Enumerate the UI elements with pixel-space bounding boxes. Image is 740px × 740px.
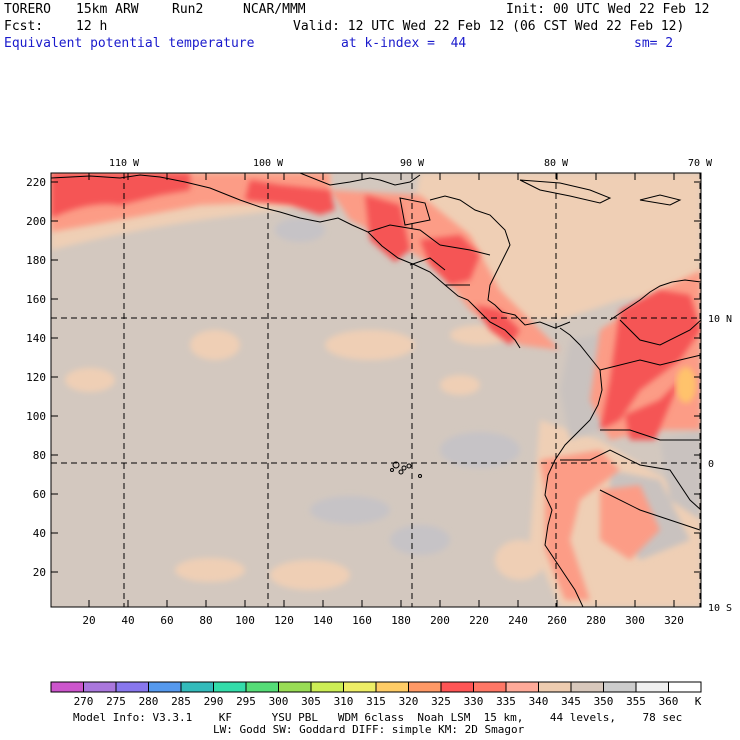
y-tick-label: 40 [33,527,46,540]
lat-label: 0 [708,459,714,470]
x-tick-label: 60 [160,614,173,627]
colorbar-swatch [603,681,637,693]
colorbar-swatch [213,681,247,693]
colorbar-value: 305 [301,695,321,708]
footer-physics-info: LW: Godd SW: Goddard DIFF: simple KM: 2D… [213,723,525,736]
x-tick-label: 320 [664,614,684,627]
axis-ticks [51,173,701,607]
colorbar-swatch [278,681,312,693]
lat-label: 10 S [708,603,732,614]
colorbar-swatch [115,681,149,693]
x-tick-label: 260 [547,614,567,627]
y-tick-label: 180 [26,254,46,267]
colorbar-value: 320 [399,695,419,708]
y-tick-label: 140 [26,332,46,345]
x-tick-label: 100 [235,614,255,627]
header-level: at k-index = 44 [341,36,467,51]
footer-model-info: Model Info: V3.3.1 KF YSU PBL WDM 6class… [73,711,683,724]
y-tick-label: 160 [26,293,46,306]
y-tick-label: 80 [33,449,46,462]
equivalent-potential-temperature-field [51,173,701,607]
graticule [51,173,701,607]
header-run: Run2 [172,2,204,17]
lon-label: 100 W [253,158,284,169]
x-tick-label: 180 [391,614,411,627]
x-tick-label: 120 [274,614,294,627]
colorbar-value: 335 [496,695,516,708]
y-tick-label: 100 [26,410,46,423]
x-tick-label: 200 [430,614,450,627]
header-valid: Valid: 12 UTC Wed 22 Feb 12 (06 CST Wed … [293,19,685,34]
lat-label: 10 N [708,314,732,325]
header-resolution: 15km ARW [76,2,139,17]
colorbar-value: 360 [659,695,679,708]
colorbar-value: 345 [561,695,581,708]
colorbar-labels: 270 275 280 285 290 295 300 305 310 315 320 325 330 3… [74,695,679,708]
header-smooth: sm= 2 [634,36,674,51]
x-tick-label: 80 [199,614,212,627]
lon-label: 90 W [400,158,425,169]
x-tick-label: 220 [469,614,489,627]
colorbar-swatch [635,681,669,693]
colorbar-value: 280 [139,695,159,708]
x-tick-label: 300 [625,614,645,627]
header-field: Equivalent potential temperature [4,36,255,51]
x-tick-label: 280 [586,614,606,627]
colorbar-value: 295 [236,695,256,708]
colorbar-value: 350 [594,695,614,708]
x-tick-label: 140 [313,614,333,627]
x-tick-label: 40 [121,614,134,627]
colorbar-swatch [310,681,344,693]
colorbar-value: 275 [106,695,126,708]
header-fcst-value: 12 h [76,19,108,34]
map-frame [50,172,702,608]
colorbar-swatch [148,681,182,693]
colorbar-value: 340 [529,695,549,708]
y-tick-label: 20 [33,566,46,579]
colorbar-swatch [408,681,442,693]
colorbar-value: 325 [431,695,451,708]
colorbar-swatch [473,681,507,693]
colorbar-swatch [180,681,214,693]
colorbar-swatch [375,681,409,693]
lon-label: 110 W [109,158,140,169]
colorbar-value: 355 [626,695,646,708]
colorbar-swatch [440,681,474,693]
y-tick-label: 220 [26,176,46,189]
x-tick-label: 20 [82,614,95,627]
colorbar-value: 290 [204,695,224,708]
colorbar-swatch [505,681,539,693]
y-tick-label: 200 [26,215,46,228]
colorbar-value: 285 [171,695,191,708]
x-tick-label: 240 [508,614,528,627]
x-tick-label: 160 [352,614,372,627]
lon-label: 70 W [688,158,713,169]
colorbar-swatch [570,681,604,693]
colorbar-swatch [50,681,84,693]
colorbar-swatch [343,681,377,693]
header-init: Init: 00 UTC Wed 22 Feb 12 [506,2,710,17]
colorbar-value: 330 [464,695,484,708]
colorbar-swatch [245,681,279,693]
colorbar-swatch [538,681,572,693]
header-model: TORERO [4,2,51,17]
colorbar-value: 300 [269,695,289,708]
header-org: NCAR/MMM [243,2,306,17]
y-tick-label: 120 [26,371,46,384]
colorbar-value: 315 [366,695,386,708]
colorbar-swatch [83,681,117,693]
colorbar [50,681,702,693]
colorbar-swatch [668,681,702,693]
coastline-borders [51,173,701,607]
y-tick-label: 60 [33,488,46,501]
colorbar-value: 310 [334,695,354,708]
colorbar-unit: K [695,695,702,708]
lon-label: 80 W [544,158,569,169]
header-fcst-label: Fcst: [4,19,44,34]
colorbar-value: 270 [74,695,94,708]
